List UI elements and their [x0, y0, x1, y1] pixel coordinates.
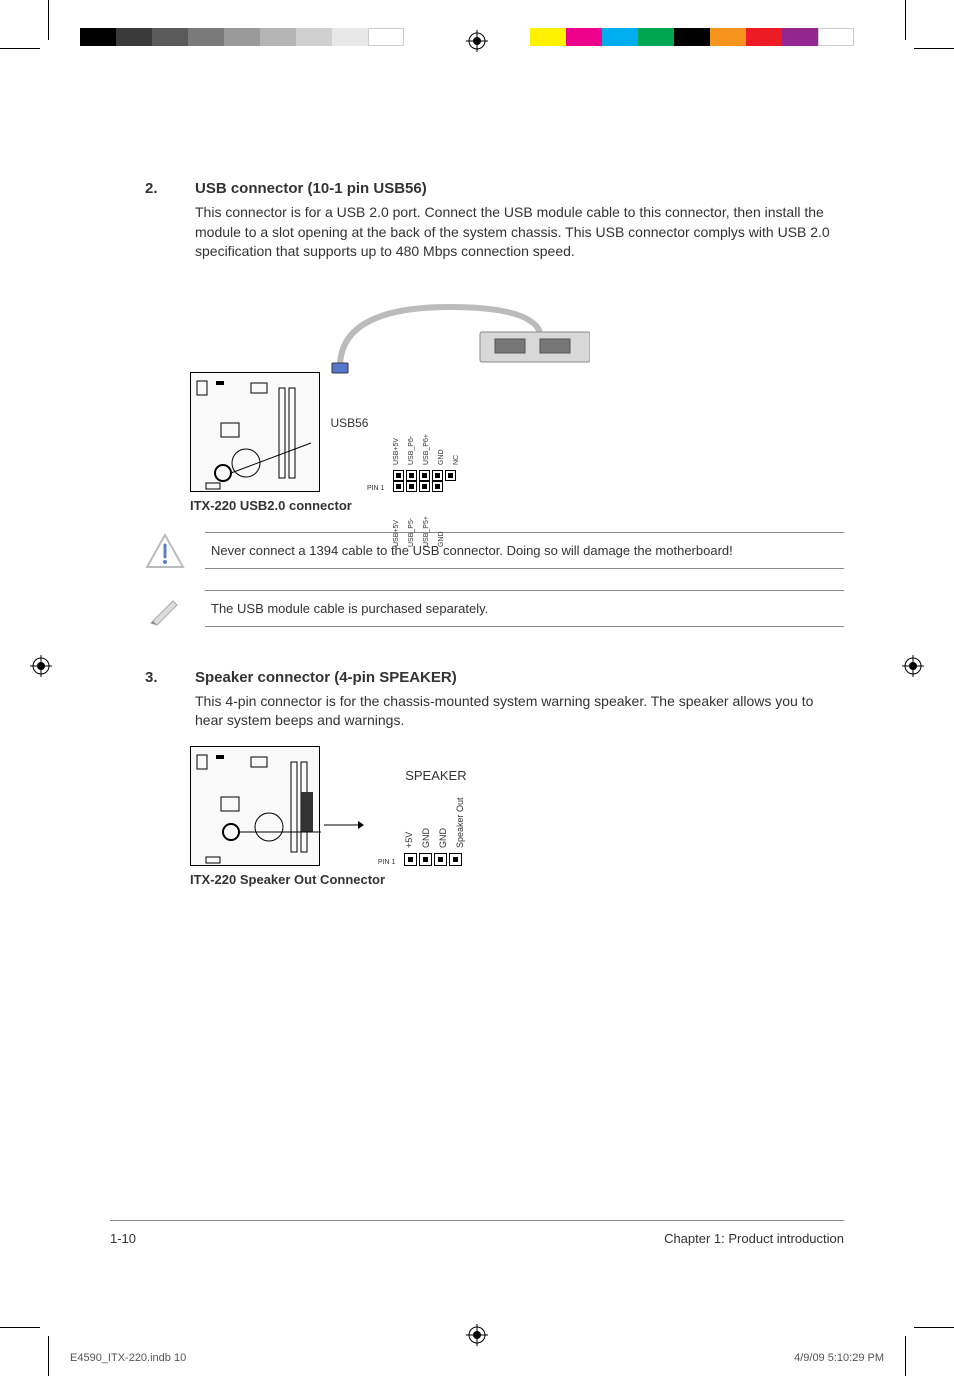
speaker-header: SPEAKER: [396, 768, 476, 783]
section-number: 2.: [145, 180, 195, 262]
pin-label: USB+5V: [393, 497, 406, 547]
info-text: The USB module cable is purchased separa…: [205, 590, 844, 627]
pin-label: GND: [438, 415, 451, 465]
usb-diagram: USB56 USB+5VUSB_P6-USB_P6+GNDNC USB+5VUS…: [190, 277, 844, 513]
section-title: Speaker connector (4-pin SPEAKER): [195, 669, 844, 686]
pin-label: USB_P6+: [423, 415, 436, 465]
arrow-icon: [324, 819, 364, 831]
page-content: 2. USB connector (10-1 pin USB56) This c…: [70, 70, 884, 1306]
chapter-label: Chapter 1: Product introduction: [664, 1231, 844, 1246]
section-description: This 4-pin connector is for the chassis-…: [195, 692, 844, 731]
warning-icon: [145, 531, 185, 571]
pin-label: Speaker Out: [455, 788, 470, 848]
print-timestamp: 4/9/09 5:10:29 PM: [794, 1352, 884, 1364]
pin-label: NC: [453, 415, 466, 465]
section-description: This connector is for a USB 2.0 port. Co…: [195, 203, 844, 262]
source-file: E4590_ITX-220.indb 10: [70, 1352, 186, 1364]
motherboard-outline-icon: [190, 746, 320, 866]
pin-label: USB_P5+: [423, 497, 436, 547]
pin-label: GND: [438, 788, 453, 848]
section-number: 3.: [145, 669, 195, 731]
print-footer: E4590_ITX-220.indb 10 4/9/09 5:10:29 PM: [70, 1352, 884, 1364]
speaker-diagram: SPEAKER +5VGNDGNDSpeaker Out PIN 1 ITX-2…: [190, 746, 844, 887]
pin-label: GND: [421, 788, 436, 848]
diagram-caption: ITX-220 USB2.0 connector: [190, 498, 844, 513]
grayscale-colorbar: [80, 28, 404, 46]
pin1-label: PIN 1: [367, 485, 385, 492]
page-footer: 1-10 Chapter 1: Product introduction: [110, 1220, 844, 1246]
registration-mark-icon: [466, 1324, 488, 1346]
section-title: USB connector (10-1 pin USB56): [195, 180, 844, 197]
speaker-pin-diagram: SPEAKER +5VGNDGNDSpeaker Out PIN 1: [404, 773, 462, 866]
pencil-icon: [145, 589, 185, 629]
pin-label: USB_P6-: [408, 415, 421, 465]
pin1-label: PIN 1: [378, 859, 396, 866]
registration-mark-icon: [902, 655, 924, 677]
page-number: 1-10: [110, 1231, 136, 1246]
connector-label: USB56: [330, 416, 368, 430]
cmyk-colorbar: [530, 28, 854, 46]
motherboard-outline-icon: [190, 372, 320, 492]
section-usb: 2. USB connector (10-1 pin USB56) This c…: [145, 180, 844, 262]
usb-pin-diagram: USB+5VUSB_P6-USB_P6+GNDNC USB+5VUSB_P5-U…: [393, 415, 456, 492]
diagram-caption: ITX-220 Speaker Out Connector: [190, 872, 844, 887]
section-speaker: 3. Speaker connector (4-pin SPEAKER) Thi…: [145, 669, 844, 731]
pin-label: +5V: [404, 788, 419, 848]
registration-mark-icon: [30, 655, 52, 677]
warning-text: Never connect a 1394 cable to the USB co…: [205, 532, 844, 569]
warning-note: Never connect a 1394 cable to the USB co…: [145, 531, 844, 571]
pin-label: USB+5V: [393, 415, 406, 465]
usb-cable-icon: [330, 277, 590, 377]
info-note: The USB module cable is purchased separa…: [145, 589, 844, 629]
registration-mark-icon: [466, 30, 488, 52]
pin-label: USB_P5-: [408, 497, 421, 547]
pin-label: GND: [438, 497, 451, 547]
